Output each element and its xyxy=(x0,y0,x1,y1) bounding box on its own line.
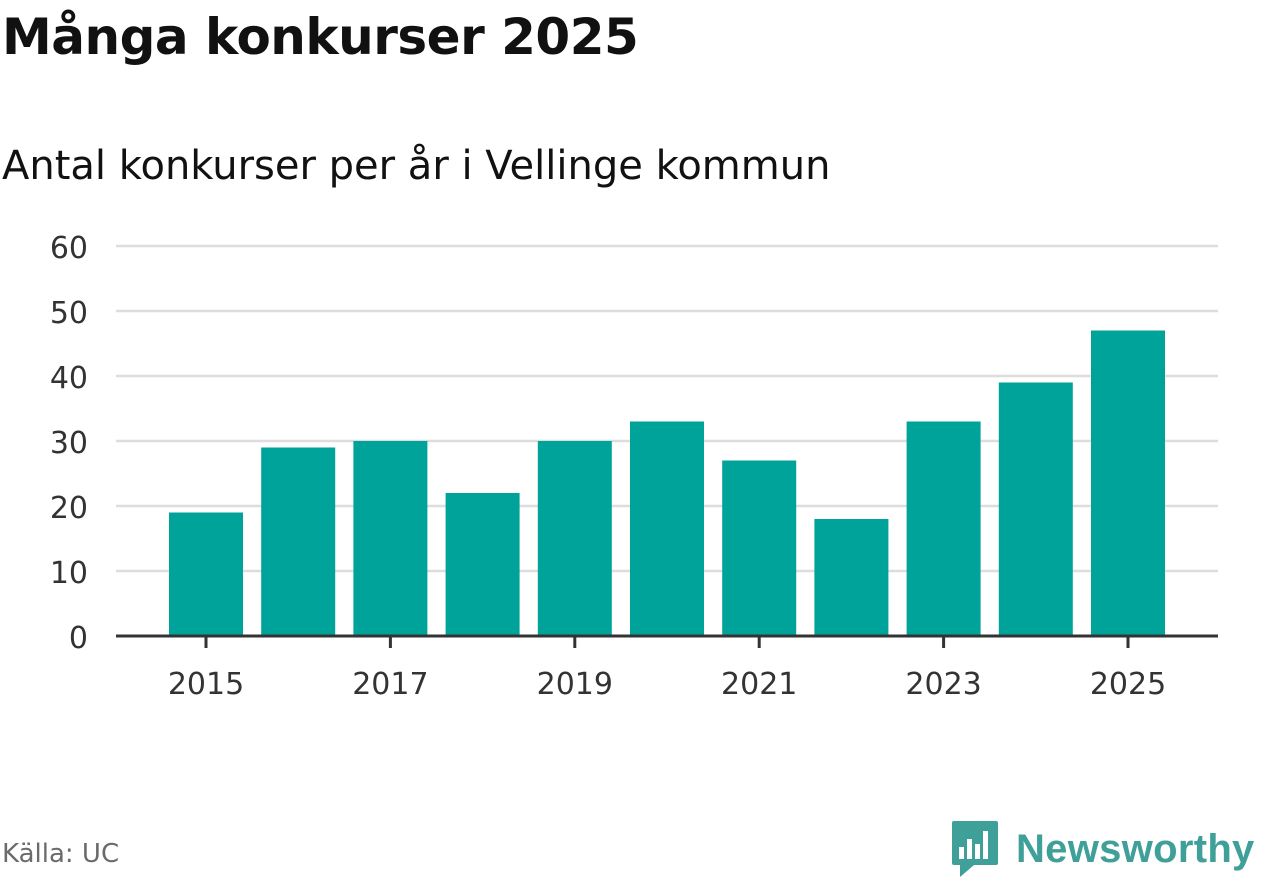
bar xyxy=(1091,330,1165,636)
bar xyxy=(630,421,704,636)
bar xyxy=(722,460,797,636)
x-tick-label: 2023 xyxy=(905,667,981,702)
y-tick-label: 60 xyxy=(50,231,88,266)
x-tick-label: 2019 xyxy=(537,667,613,702)
bar xyxy=(261,447,336,636)
newsworthy-brand-name: Newsworthy xyxy=(1016,826,1255,871)
x-tick-label: 2025 xyxy=(1090,667,1166,702)
source-label: Källa: UC xyxy=(2,839,120,869)
bar xyxy=(169,512,243,636)
bar xyxy=(906,421,981,636)
newsworthy-logo: Newsworthy xyxy=(950,818,1255,880)
chart-title: Många konkurser 2025 xyxy=(2,8,639,66)
x-tick-label: 2015 xyxy=(168,667,244,702)
chart-subtitle: Antal konkurser per år i Vellinge kommun xyxy=(2,143,831,189)
y-tick-label: 30 xyxy=(50,426,88,461)
bar xyxy=(998,382,1073,636)
x-tick-label: 2021 xyxy=(721,667,797,702)
bar xyxy=(537,441,612,636)
bar-chart: 0 10 20 30 40 50 60 2015 2017 2019 2021 2023 2025 xyxy=(50,231,1218,702)
y-tick-label: 10 xyxy=(50,556,88,591)
bar xyxy=(445,493,520,636)
y-tick-label: 20 xyxy=(50,491,88,526)
y-tick-label: 40 xyxy=(50,361,88,396)
y-tick-label: 50 xyxy=(50,296,88,331)
bar xyxy=(353,441,428,636)
bar xyxy=(814,519,889,636)
x-tick-label: 2017 xyxy=(352,667,428,702)
newsworthy-logo-icon xyxy=(952,821,998,877)
y-tick-label: 0 xyxy=(69,621,88,656)
